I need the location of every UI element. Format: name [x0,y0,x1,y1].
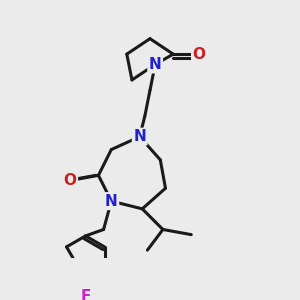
Text: F: F [80,289,91,300]
Text: O: O [193,46,206,62]
Text: O: O [64,173,76,188]
Text: N: N [105,194,118,208]
Text: N: N [149,57,161,72]
Text: N: N [133,129,146,144]
